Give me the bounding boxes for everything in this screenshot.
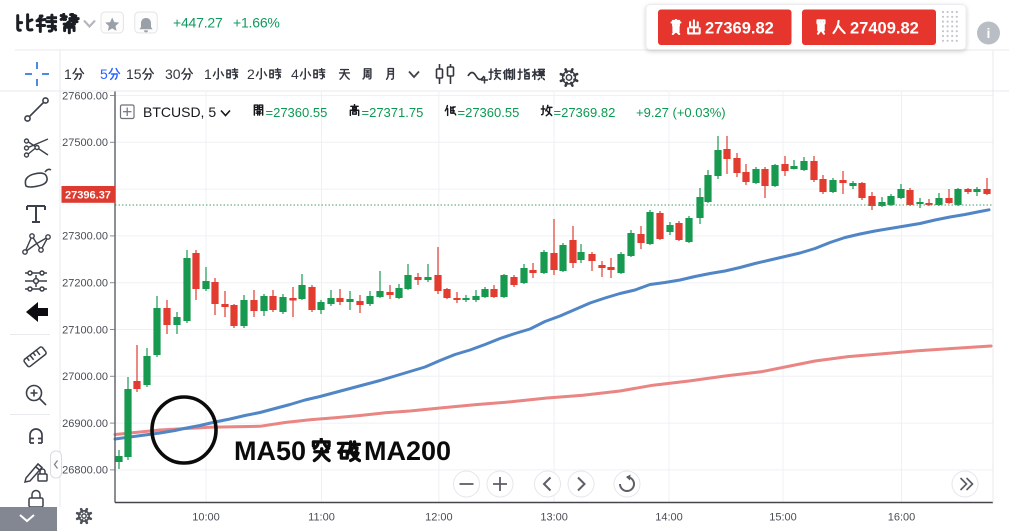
svg-text:12:00: 12:00 bbox=[425, 512, 453, 524]
svg-text:i: i bbox=[987, 25, 991, 41]
svg-text:27409.82: 27409.82 bbox=[850, 20, 919, 38]
svg-text:27396.37: 27396.37 bbox=[65, 189, 111, 201]
svg-text:26900.00: 26900.00 bbox=[62, 418, 108, 430]
svg-text:11:00: 11:00 bbox=[308, 512, 335, 524]
svg-text:2: 2 bbox=[247, 66, 255, 82]
svg-text:MA50: MA50 bbox=[234, 436, 306, 466]
svg-text:MA200: MA200 bbox=[364, 436, 451, 466]
svg-text:=27369.82: =27369.82 bbox=[554, 105, 616, 120]
svg-text:13:00: 13:00 bbox=[540, 512, 568, 524]
svg-text:5: 5 bbox=[100, 66, 108, 82]
svg-text:BTCUSD, 5: BTCUSD, 5 bbox=[143, 104, 216, 120]
svg-text:=27360.55: =27360.55 bbox=[458, 105, 520, 120]
svg-text:27100.00: 27100.00 bbox=[62, 324, 108, 336]
svg-text:+447.27: +447.27 bbox=[173, 15, 223, 31]
svg-text:+9.27 (+0.03%): +9.27 (+0.03%) bbox=[636, 105, 726, 120]
svg-text:27000.00: 27000.00 bbox=[62, 371, 108, 383]
svg-text:+1.66%: +1.66% bbox=[233, 15, 280, 31]
svg-text:1: 1 bbox=[204, 66, 212, 82]
svg-text:=27360.55: =27360.55 bbox=[266, 105, 328, 120]
svg-text:27200.00: 27200.00 bbox=[62, 278, 108, 290]
svg-text:1: 1 bbox=[64, 66, 72, 82]
svg-text:26800.00: 26800.00 bbox=[62, 465, 108, 477]
svg-text:16:00: 16:00 bbox=[888, 512, 916, 524]
svg-text:27300.00: 27300.00 bbox=[62, 231, 108, 243]
svg-text:15:00: 15:00 bbox=[769, 512, 797, 524]
svg-text:14:00: 14:00 bbox=[655, 512, 683, 524]
svg-text:15: 15 bbox=[126, 66, 142, 82]
svg-text:27500.00: 27500.00 bbox=[62, 137, 108, 149]
svg-text:27369.82: 27369.82 bbox=[705, 20, 774, 38]
svg-text:4: 4 bbox=[291, 66, 299, 82]
svg-text:30: 30 bbox=[165, 66, 181, 82]
svg-text:10:00: 10:00 bbox=[192, 512, 220, 524]
svg-text:27600.00: 27600.00 bbox=[62, 90, 108, 102]
svg-text:=27371.75: =27371.75 bbox=[362, 105, 424, 120]
